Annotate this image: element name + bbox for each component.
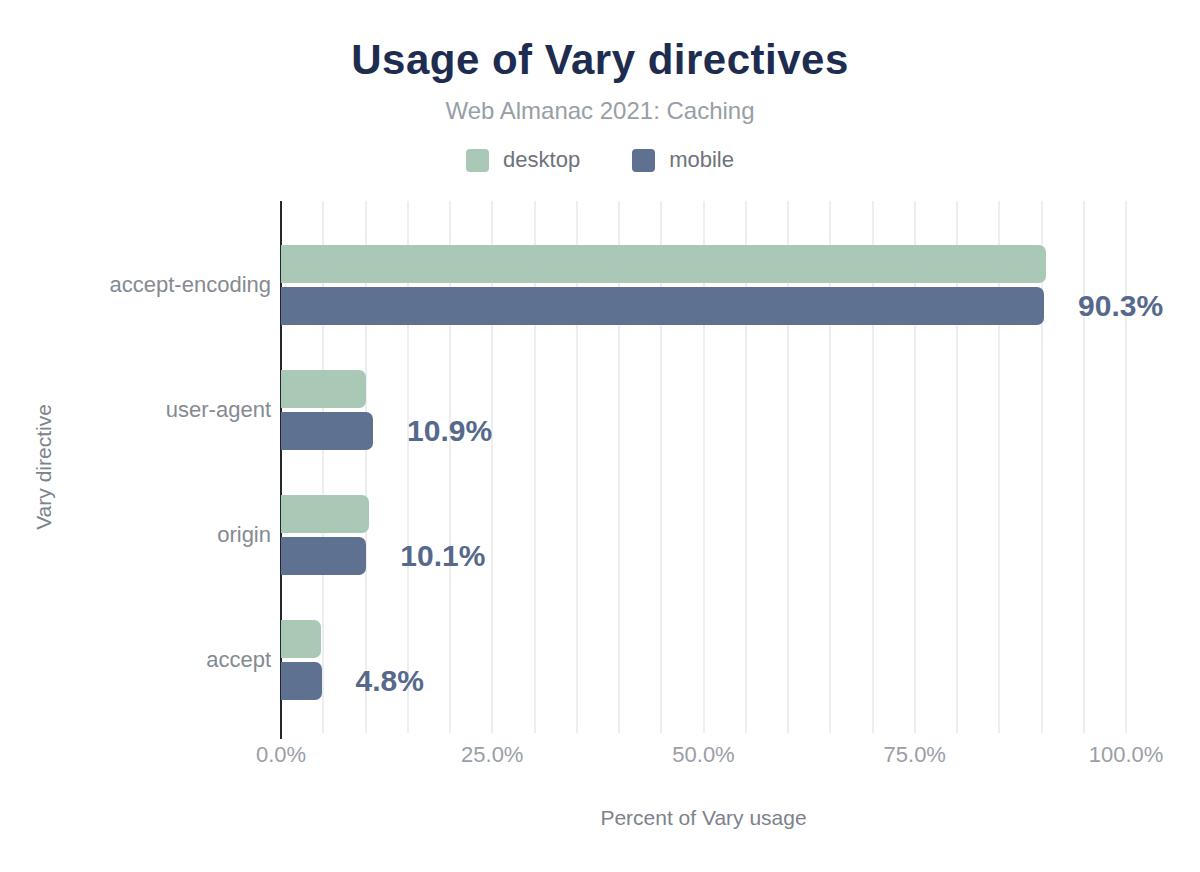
bar-mobile [281, 537, 366, 575]
bar-desktop [281, 370, 366, 408]
legend-swatch-mobile [632, 149, 655, 172]
y-axis-title: Vary directive [32, 404, 56, 530]
chart-subtitle: Web Almanac 2021: Caching [0, 97, 1200, 125]
legend: desktop mobile [0, 147, 1200, 173]
legend-label: mobile [669, 147, 734, 173]
gridline [1083, 201, 1085, 733]
value-label: 4.8% [356, 662, 424, 700]
legend-item-desktop: desktop [466, 147, 580, 173]
plot-area: 90.3% 10.9% 10.1% 4.8% [281, 201, 1170, 733]
legend-label: desktop [503, 147, 580, 173]
value-label: 10.1% [400, 537, 485, 575]
category-label: accept-encoding [60, 271, 271, 299]
bar-desktop [281, 245, 1046, 283]
bar-mobile [281, 412, 373, 450]
x-tick-label: 50.0% [634, 742, 774, 768]
legend-swatch-desktop [466, 149, 489, 172]
category-label: user-agent [60, 396, 271, 424]
x-tick-label: 100.0% [1056, 742, 1196, 768]
bar-mobile [281, 662, 322, 700]
x-tick-label: 75.0% [845, 742, 985, 768]
category-label: accept [60, 646, 271, 674]
category-label: origin [60, 521, 271, 549]
x-tick-label: 25.0% [422, 742, 562, 768]
x-tick-label: 0.0% [211, 742, 351, 768]
chart-figure: Usage of Vary directives Web Almanac 202… [0, 0, 1200, 872]
bar-mobile [281, 287, 1044, 325]
chart-title: Usage of Vary directives [0, 36, 1200, 84]
x-axis-title: Percent of Vary usage [281, 806, 1126, 830]
value-label: 90.3% [1078, 287, 1163, 325]
bar-desktop [281, 495, 369, 533]
legend-item-mobile: mobile [632, 147, 734, 173]
value-label: 10.9% [407, 412, 492, 450]
gridline [1125, 201, 1127, 733]
bar-desktop [281, 620, 321, 658]
